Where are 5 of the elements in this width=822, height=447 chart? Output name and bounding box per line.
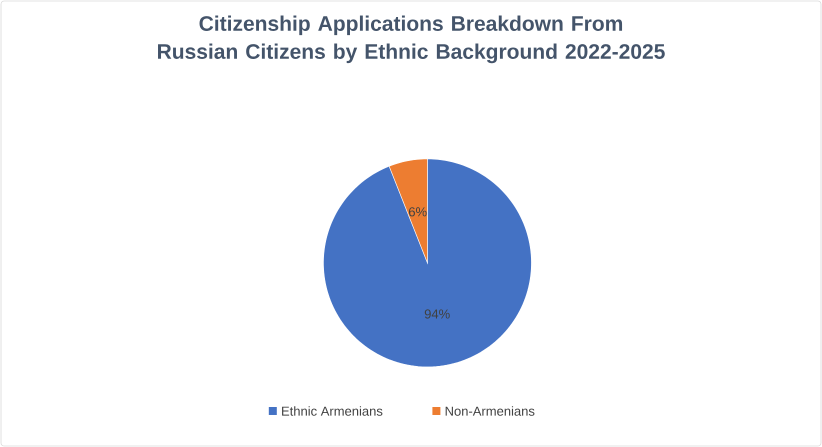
data-label: 6%: [408, 207, 427, 216]
data-label: 94%: [424, 309, 450, 319]
legend-label: Ethnic Armenians: [282, 406, 382, 416]
legend-label: Non-Armenians: [446, 406, 534, 416]
chart-title: Citizenship Applications Breakdown From Russian Citizens by Ethnic Background 2022-2025: [158, 16, 665, 64]
